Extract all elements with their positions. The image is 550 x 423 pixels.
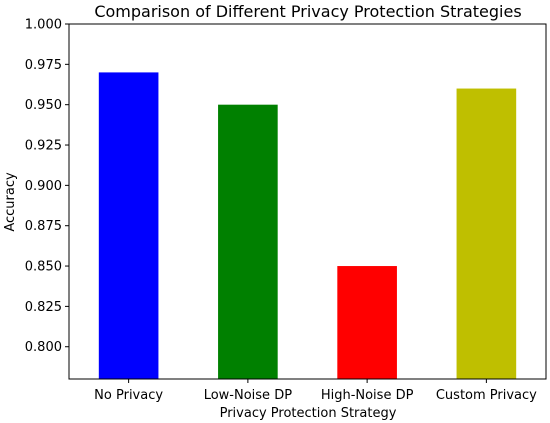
chart-title: Comparison of Different Privacy Protecti… — [94, 2, 521, 21]
y-tick-label: 0.950 — [25, 98, 62, 113]
y-tick-label: 0.800 — [25, 340, 62, 355]
bar-no-privacy — [98, 72, 159, 379]
x-tick-label: Custom Privacy — [436, 388, 537, 403]
y-axis: 0.800 0.825 0.850 0.875 0.900 0.925 0.950 0.975… — [25, 18, 69, 355]
x-tick-label: No Privacy — [94, 388, 163, 403]
y-tick-label: 1.000 — [25, 18, 62, 33]
y-axis-label: Accuracy — [3, 172, 18, 232]
x-tick-label: Low-Noise DP — [204, 388, 292, 403]
y-tick-label: 0.875 — [25, 219, 62, 234]
y-tick-label: 0.850 — [25, 260, 62, 275]
y-tick-label: 0.925 — [25, 139, 62, 154]
bar-high-noise-dp — [337, 266, 397, 379]
plot-frame — [68, 23, 547, 380]
bar-low-noise-dp — [218, 104, 278, 379]
bars — [98, 72, 517, 379]
y-tick-label: 0.825 — [25, 300, 62, 315]
bar-custom-privacy — [456, 88, 517, 379]
x-axis-label: Privacy Protection Strategy — [220, 406, 397, 421]
x-tick-label: High-Noise DP — [321, 388, 414, 403]
x-axis: No Privacy Low-Noise DP High-Noise DP Custo… — [94, 379, 537, 403]
y-tick-label: 0.975 — [25, 58, 62, 73]
y-tick-label: 0.900 — [25, 179, 62, 194]
